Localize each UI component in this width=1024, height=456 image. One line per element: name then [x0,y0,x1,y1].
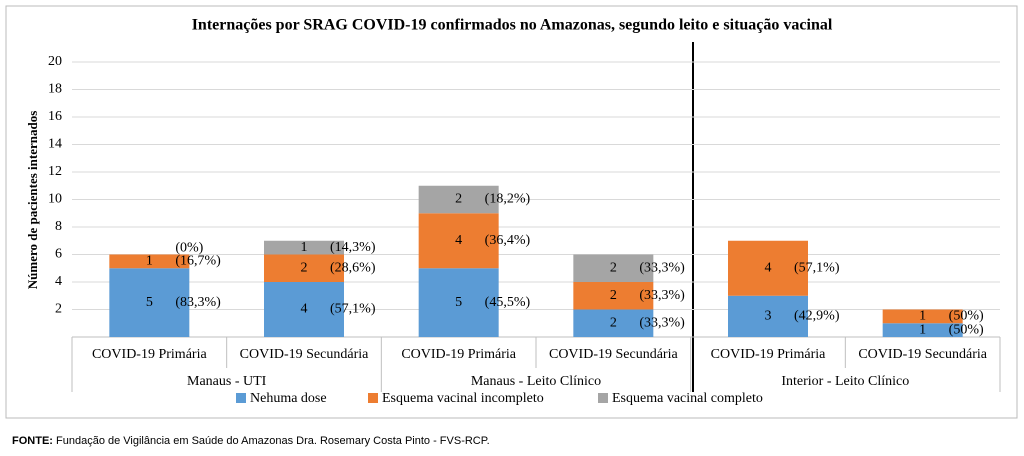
value-label: 1 [301,240,308,255]
x-tick-label: COVID-19 Secundária [549,347,678,362]
x-tick-label: COVID-19 Primária [401,347,516,362]
percent-label: (18,2%) [485,192,531,207]
legend-label: Esquema vacinal incompleto [382,391,544,406]
percent-label: (14,3%) [330,240,376,255]
y-axis-label: Número de pacientes internados [25,111,40,290]
bar-segment [882,309,963,324]
percent-label: (0%) [175,241,203,256]
bar-segment [573,282,654,310]
percent-label: (42,9%) [794,309,840,324]
x-tick-label: COVID-19 Primária [92,347,207,362]
bar-segment [109,254,190,269]
percent-label: (36,4%) [485,233,531,248]
bar-segment [728,295,808,337]
bar-segment [109,268,190,337]
bar-segment [728,240,808,296]
percent-label: (50%) [949,322,984,337]
bar-segment [418,185,499,214]
value-label: 2 [610,315,617,330]
y-tick-label: 10 [48,192,62,207]
percent-label: (83,3%) [175,295,221,310]
percent-label: (33,3%) [639,315,685,330]
chart-border [5,5,1018,419]
y-tick-label: 20 [48,54,62,69]
group-label: Manaus - UTI [187,374,267,389]
value-label: 1 [919,322,926,337]
y-tick-label: 12 [48,164,62,179]
y-tick-label: 16 [48,109,62,124]
value-label: 4 [301,302,308,317]
y-tick-label: 18 [48,82,62,97]
y-tick-label: 2 [55,302,62,317]
source-label: FONTE: [12,435,53,447]
value-label: 1 [146,254,153,269]
percent-label: (16,7%) [175,254,221,269]
percent-label: (28,6%) [330,260,376,275]
y-tick-label: 6 [55,247,62,262]
bar-segment [573,254,654,282]
percent-label: (45,5%) [485,295,531,310]
source: FONTE: Fundação de Vigilância em Saúde d… [12,435,490,447]
group-label: Manaus - Leito Clínico [471,374,601,389]
legend-label: Esquema vacinal completo [612,391,763,406]
group-label: Interior - Leito Clínico [781,374,909,389]
value-label: 4 [765,260,772,275]
legend-label: Nehuma dose [250,391,327,406]
percent-label: (33,3%) [639,288,685,303]
y-tick-label: 8 [55,219,62,234]
legend-swatch [236,393,246,403]
legend-swatch [598,393,608,403]
chart-title: Internações por SRAG COVID-19 confirmado… [192,17,833,34]
percent-label: (57,1%) [794,260,840,275]
value-label: 5 [455,295,462,310]
x-tick-label: COVID-19 Secundária [858,347,987,362]
value-label: 2 [610,288,617,303]
y-tick-label: 14 [48,137,62,152]
x-tick-label: COVID-19 Secundária [240,347,369,362]
bar-segment [264,254,344,282]
value-label: 1 [919,309,926,324]
value-label: 5 [146,295,153,310]
value-label: 2 [610,260,617,275]
value-label: 3 [765,309,772,324]
value-label: 2 [301,260,308,275]
percent-label: (57,1%) [330,302,376,317]
y-tick-label: 4 [55,274,62,289]
bar-segment [418,213,499,269]
x-tick-label: COVID-19 Primária [711,347,826,362]
legend-swatch [368,393,378,403]
bar-segment [573,309,654,337]
percent-label: (50%) [949,309,984,324]
bar-segment [264,282,344,337]
bar-segment [418,268,499,337]
bar-segment [882,323,963,337]
source-text: Fundação de Vigilância em Saúde do Amazo… [56,435,490,447]
value-label: 4 [455,233,462,248]
bar-segment [264,240,344,255]
value-label: 2 [455,192,462,207]
percent-label: (33,3%) [639,260,685,275]
